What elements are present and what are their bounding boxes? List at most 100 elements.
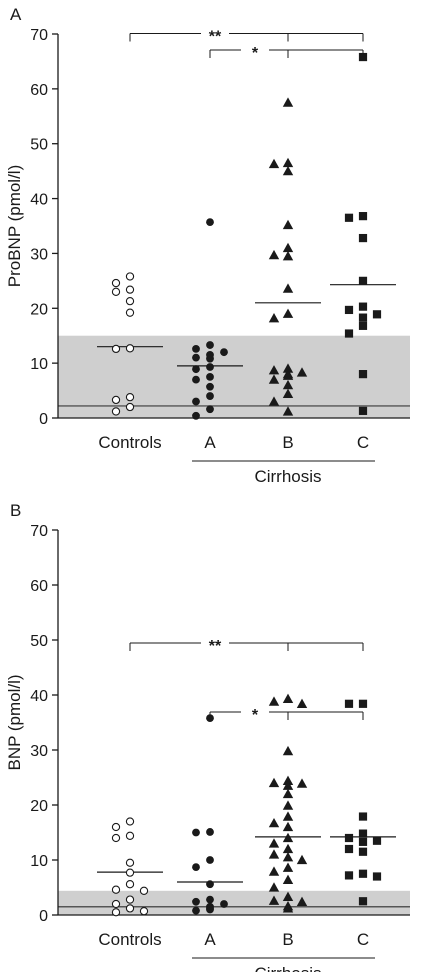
data-point xyxy=(358,406,368,415)
group-bracket-label: Cirrhosis xyxy=(254,467,321,486)
data-point xyxy=(344,871,354,880)
data-point xyxy=(344,213,354,222)
series-a xyxy=(177,218,243,420)
data-point xyxy=(206,405,214,414)
data-point xyxy=(358,302,368,311)
data-point xyxy=(268,158,280,169)
significance-label-bg xyxy=(201,25,229,42)
y-tick-label: 40 xyxy=(30,688,48,705)
data-point xyxy=(282,862,294,872)
data-point xyxy=(358,699,368,708)
data-point xyxy=(358,869,368,878)
data-point xyxy=(268,249,280,260)
data-point xyxy=(111,407,121,416)
panel-letter: B xyxy=(10,501,21,520)
y-tick-label: 50 xyxy=(30,633,48,650)
data-point xyxy=(358,313,368,322)
data-point xyxy=(282,874,294,884)
data-point xyxy=(282,363,294,373)
data-point xyxy=(344,305,354,315)
data-point xyxy=(282,219,294,230)
data-point xyxy=(268,312,280,323)
data-point xyxy=(282,832,294,843)
data-point xyxy=(282,693,294,704)
data-point xyxy=(296,778,308,788)
data-point xyxy=(111,344,121,354)
y-tick-label: 50 xyxy=(30,137,48,154)
data-point xyxy=(111,822,121,832)
data-point xyxy=(358,370,368,379)
category-label: A xyxy=(204,433,216,452)
data-point xyxy=(344,833,354,843)
data-point xyxy=(206,363,214,371)
data-point xyxy=(282,775,294,785)
data-point xyxy=(268,374,280,384)
data-point xyxy=(282,843,294,854)
data-point xyxy=(206,828,214,836)
y-tick-label: 20 xyxy=(30,301,48,318)
data-point xyxy=(206,354,214,363)
data-point xyxy=(282,800,294,810)
data-point xyxy=(268,777,280,788)
data-point xyxy=(268,396,280,406)
data-point xyxy=(206,341,214,349)
data-point xyxy=(206,880,214,889)
y-tick-label: 60 xyxy=(30,578,48,595)
significance-label: ** xyxy=(209,29,222,46)
y-axis-label: ProBNP (pmol/l) xyxy=(5,165,24,288)
data-point xyxy=(192,897,200,906)
data-point xyxy=(125,868,135,877)
y-tick-label: 30 xyxy=(30,743,48,760)
data-point xyxy=(358,233,368,243)
data-point xyxy=(372,836,382,845)
category-label: C xyxy=(357,433,369,452)
data-point xyxy=(125,895,135,904)
data-point xyxy=(296,896,308,906)
y-tick-label: 10 xyxy=(30,853,48,870)
data-point xyxy=(111,885,121,894)
data-point xyxy=(125,308,135,317)
data-point xyxy=(282,250,294,261)
data-point xyxy=(125,402,135,412)
category-label: B xyxy=(282,930,293,949)
data-point xyxy=(358,812,368,821)
series-c xyxy=(330,699,396,906)
data-point xyxy=(358,829,368,838)
data-point xyxy=(282,821,294,832)
data-point xyxy=(111,395,121,405)
data-point xyxy=(358,276,368,285)
data-point xyxy=(268,895,280,905)
significance-label-bg xyxy=(241,42,269,58)
data-point xyxy=(282,165,294,176)
data-point xyxy=(268,838,280,848)
data-point xyxy=(206,905,214,914)
data-point xyxy=(125,817,135,826)
data-point xyxy=(192,344,200,353)
category-label: Controls xyxy=(98,433,161,452)
data-point xyxy=(111,278,121,288)
data-point xyxy=(206,372,214,381)
significance-bracket: * xyxy=(209,704,364,724)
data-point xyxy=(282,97,294,107)
significance-label: * xyxy=(252,707,259,724)
significance-label: ** xyxy=(209,638,222,655)
data-point xyxy=(192,397,200,406)
data-point xyxy=(206,895,214,904)
data-point xyxy=(282,242,294,253)
panel-a: 0 10 20 30 40 50 60 70 ProBNP (pmol/l) A Controls A… xyxy=(5,5,410,486)
data-point xyxy=(125,272,135,281)
significance-bracket: ** xyxy=(129,635,364,655)
data-point xyxy=(220,900,228,908)
series-a xyxy=(177,714,243,915)
data-point xyxy=(268,817,280,828)
data-point xyxy=(125,344,135,353)
data-point xyxy=(296,698,308,708)
panel-letter: A xyxy=(10,5,22,24)
data-point xyxy=(372,310,382,319)
y-tick-label: 0 xyxy=(39,908,48,925)
data-point xyxy=(111,908,121,917)
data-point xyxy=(282,852,294,862)
significance-bracket: * xyxy=(209,42,364,62)
series-controls xyxy=(97,272,163,416)
